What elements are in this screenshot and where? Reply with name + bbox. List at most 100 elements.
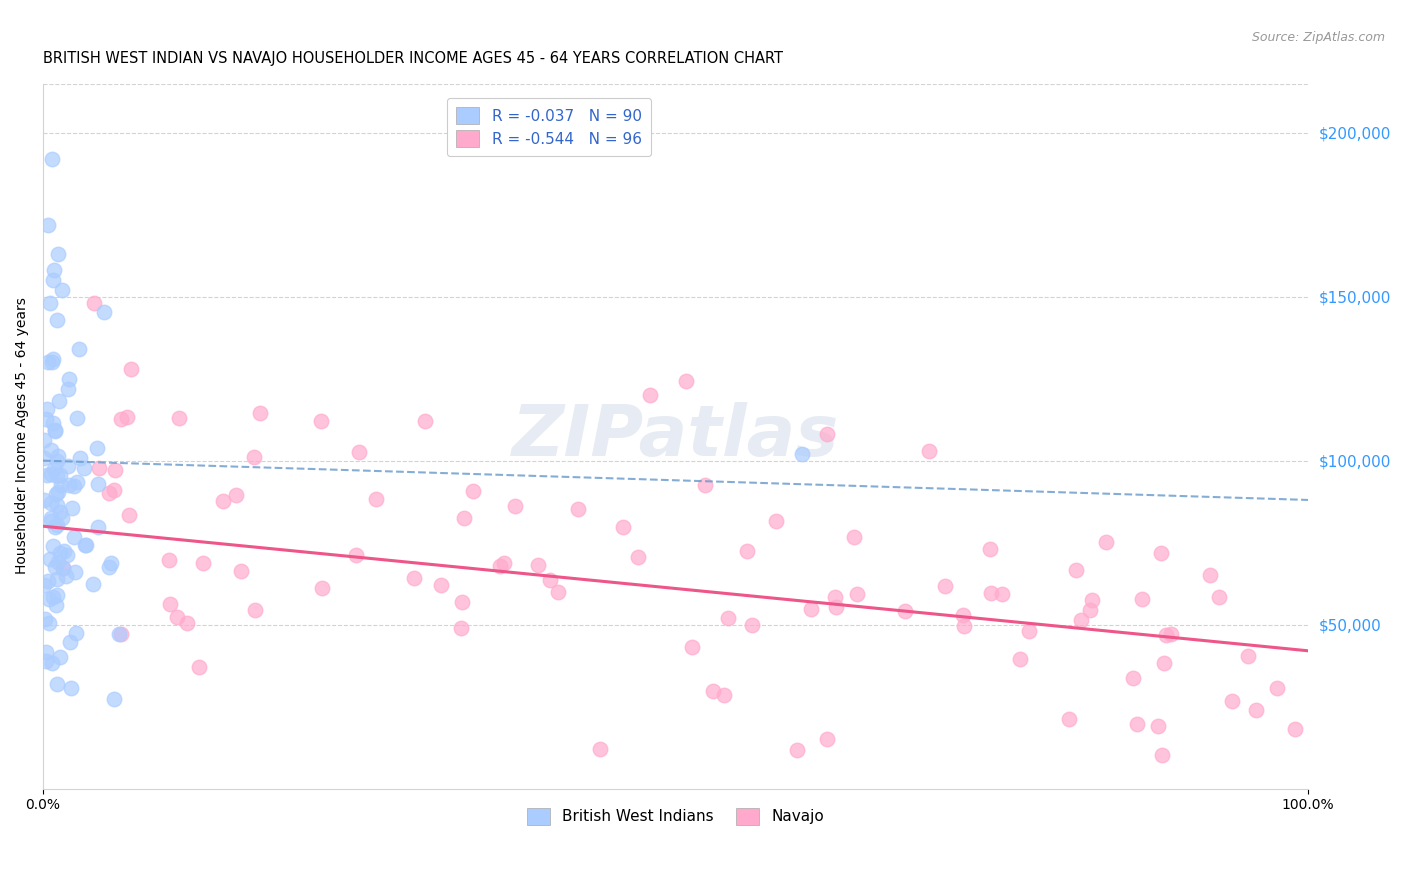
Point [46,588,69,602]
Point [225,488,247,502]
Point [1284,722,1306,736]
Point [1153,657,1175,671]
Point [675,374,697,388]
Text: BRITISH WEST INDIAN VS NAVAJO HOUSEHOLDER INCOME AGES 45 - 64 YEARS CORRELATION : BRITISH WEST INDIAN VS NAVAJO HOUSEHOLDE… [44,51,783,66]
Point [58,372,80,386]
Point [842,530,865,544]
Point [990,587,1012,601]
Point [450,621,472,635]
Point [103,483,125,497]
Point [1094,534,1116,549]
Point [39,552,62,566]
Point [44,519,66,533]
Point [98,560,121,574]
Point [1018,624,1040,639]
Point [45,312,67,326]
Point [86,519,108,533]
Point [1208,590,1230,604]
Point [786,742,808,756]
Y-axis label: Householder Income Ages 45 - 64 years: Householder Income Ages 45 - 64 years [15,298,30,574]
Point [413,414,436,428]
Point [60,500,83,515]
Point [32,493,55,508]
Point [86,476,108,491]
Point [1220,694,1243,708]
Point [83,296,105,310]
Point [35,401,58,416]
Point [42,462,65,476]
Point [1246,703,1268,717]
Point [49,467,72,482]
Point [1147,719,1170,733]
Point [44,560,66,574]
Point [1150,546,1173,560]
Point [93,305,115,319]
Point [1199,568,1222,582]
Point [41,496,63,510]
Point [188,660,211,674]
Legend: British West Indians, Navajo: British West Indians, Navajo [517,798,834,834]
Point [35,412,58,426]
Point [157,553,180,567]
Point [115,409,138,424]
Point [46,469,69,483]
Point [1070,613,1092,627]
Point [41,152,63,166]
Point [567,502,589,516]
Point [44,423,66,437]
Point [825,600,848,615]
Point [612,520,634,534]
Point [588,742,610,756]
Point [702,683,724,698]
Point [51,560,73,574]
Point [52,544,75,558]
Point [48,650,70,665]
Point [311,581,333,595]
Point [1236,648,1258,663]
Point [110,626,132,640]
Point [42,539,65,553]
Point [62,479,84,493]
Point [41,355,63,369]
Point [49,478,72,492]
Point [249,406,271,420]
Point [44,263,66,277]
Text: ZIPatlas: ZIPatlas [512,401,839,470]
Point [39,296,62,310]
Point [86,441,108,455]
Text: Source: ZipAtlas.com: Source: ZipAtlas.com [1251,31,1385,45]
Point [1010,651,1032,665]
Point [713,689,735,703]
Point [46,449,69,463]
Point [69,451,91,466]
Point [46,677,69,691]
Point [51,510,73,524]
Point [65,626,87,640]
Point [488,559,510,574]
Point [42,416,65,430]
Point [735,544,758,558]
Point [952,608,974,623]
Point [45,517,67,532]
Point [681,640,703,655]
Point [167,411,190,425]
Point [211,494,233,508]
Point [100,556,122,570]
Point [1080,592,1102,607]
Point [73,460,96,475]
Point [52,561,75,575]
Point [1122,671,1144,685]
Point [48,546,70,560]
Point [38,615,60,630]
Point [42,352,65,367]
Point [32,433,55,447]
Point [121,361,143,376]
Point [934,579,956,593]
Point [404,572,426,586]
Point [60,681,83,695]
Point [1265,681,1288,695]
Point [38,592,60,607]
Point [638,388,661,402]
Point [46,498,69,512]
Point [41,656,63,670]
